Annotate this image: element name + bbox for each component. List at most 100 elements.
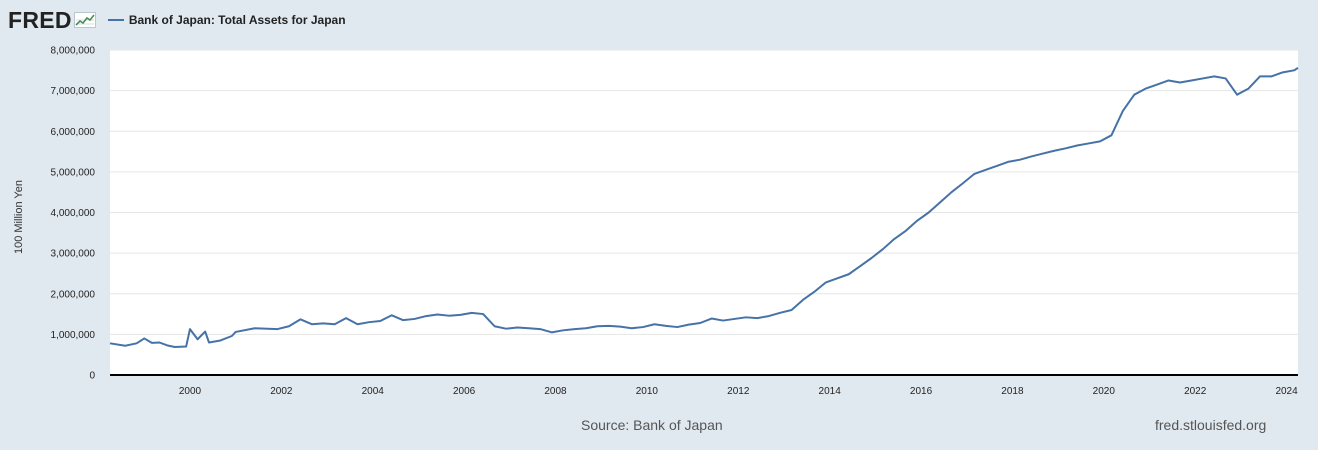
data-point xyxy=(870,257,872,259)
y-tick-label: 5,000,000 xyxy=(51,167,96,178)
data-point xyxy=(1167,79,1169,81)
data-point xyxy=(1179,81,1181,83)
data-point xyxy=(1087,142,1089,144)
y-tick-label: 7,000,000 xyxy=(51,86,96,97)
data-point xyxy=(1042,152,1044,154)
y-tick-label: 0 xyxy=(89,371,95,382)
x-tick-label: 2024 xyxy=(1275,386,1298,397)
data-point xyxy=(950,191,952,193)
data-point xyxy=(905,230,907,232)
data-point xyxy=(973,173,975,175)
data-point xyxy=(916,219,918,221)
data-point xyxy=(1065,147,1067,149)
data-point xyxy=(585,327,587,329)
x-tick-label: 2008 xyxy=(544,386,567,397)
data-point xyxy=(288,325,290,327)
x-tick-label: 2006 xyxy=(453,386,476,397)
data-point xyxy=(185,345,187,347)
data-point xyxy=(1053,150,1055,152)
x-tick-label: 2020 xyxy=(1093,386,1116,397)
data-point xyxy=(802,299,804,301)
data-point xyxy=(562,329,564,331)
chart-header: FRED Bank of Japan: Total Assets for Jap… xyxy=(8,8,346,32)
source-note: Source: Bank of Japan xyxy=(581,417,723,433)
data-point xyxy=(596,325,598,327)
y-tick-label: 2,000,000 xyxy=(51,289,96,300)
data-point xyxy=(539,328,541,330)
x-tick-label: 2000 xyxy=(179,386,202,397)
y-tick-label: 1,000,000 xyxy=(51,330,96,341)
legend-series-label[interactable]: Bank of Japan: Total Assets for Japan xyxy=(128,13,346,27)
chart-trend-icon xyxy=(73,12,96,28)
data-point xyxy=(939,201,941,203)
data-point xyxy=(1156,83,1158,85)
x-tick-label: 2014 xyxy=(819,386,842,397)
data-point xyxy=(1110,134,1112,136)
fred-logo-text: FRED xyxy=(8,7,72,33)
fred-url-link[interactable]: fred.stlouisfed.org xyxy=(1155,417,1267,433)
x-tick-label: 2002 xyxy=(270,386,293,397)
data-point xyxy=(143,337,145,339)
data-point xyxy=(985,169,987,171)
data-point xyxy=(745,316,747,318)
data-point xyxy=(311,323,313,325)
data-point xyxy=(345,317,347,319)
data-point xyxy=(1122,110,1124,112)
data-point xyxy=(1019,158,1021,160)
data-point xyxy=(1007,161,1009,163)
data-point xyxy=(322,322,324,324)
data-point xyxy=(642,326,644,328)
data-point xyxy=(1099,140,1101,142)
data-point xyxy=(208,341,210,343)
data-point xyxy=(1202,77,1204,79)
data-point xyxy=(790,309,792,311)
data-point xyxy=(653,323,655,325)
data-point xyxy=(1270,75,1272,77)
data-point xyxy=(699,322,701,324)
data-point xyxy=(1259,75,1261,77)
data-point xyxy=(676,326,678,328)
data-point xyxy=(710,317,712,319)
data-point xyxy=(688,323,690,325)
x-tick-label: 2022 xyxy=(1184,386,1207,397)
data-point xyxy=(124,345,126,347)
data-point xyxy=(333,323,335,325)
data-point xyxy=(166,344,168,346)
series-line xyxy=(109,67,1299,348)
data-point xyxy=(1247,87,1249,89)
data-point xyxy=(174,346,176,348)
data-point xyxy=(276,328,278,330)
data-point xyxy=(893,238,895,240)
data-point xyxy=(356,323,358,325)
data-point xyxy=(448,314,450,316)
data-point xyxy=(459,314,461,316)
data-point xyxy=(882,248,884,250)
fred-logo[interactable]: FRED xyxy=(8,8,96,32)
data-point xyxy=(550,331,552,333)
chart-legend: Bank of Japan: Total Assets for Japan xyxy=(107,13,346,27)
data-point xyxy=(253,327,255,329)
y-tick-label: 3,000,000 xyxy=(51,249,96,260)
data-point xyxy=(516,326,518,328)
data-point xyxy=(1144,87,1146,89)
data-point xyxy=(1236,93,1238,95)
data-point xyxy=(299,318,301,320)
data-point xyxy=(813,291,815,293)
data-point xyxy=(1282,71,1284,73)
data-point xyxy=(135,342,137,344)
data-point xyxy=(528,327,530,329)
data-point xyxy=(231,335,233,337)
data-point xyxy=(425,315,427,317)
data-point xyxy=(733,318,735,320)
data-point xyxy=(1213,75,1215,77)
data-point xyxy=(1030,155,1032,157)
data-point xyxy=(779,312,781,314)
data-point xyxy=(204,330,206,332)
data-point xyxy=(1240,91,1242,93)
data-point xyxy=(368,321,370,323)
data-point xyxy=(756,317,758,319)
data-point xyxy=(768,315,770,317)
data-point xyxy=(1297,67,1299,69)
line-chart: 0 1,000,000 2,000,000 3,000,000 4,000,000 5,0… xyxy=(51,46,1299,397)
